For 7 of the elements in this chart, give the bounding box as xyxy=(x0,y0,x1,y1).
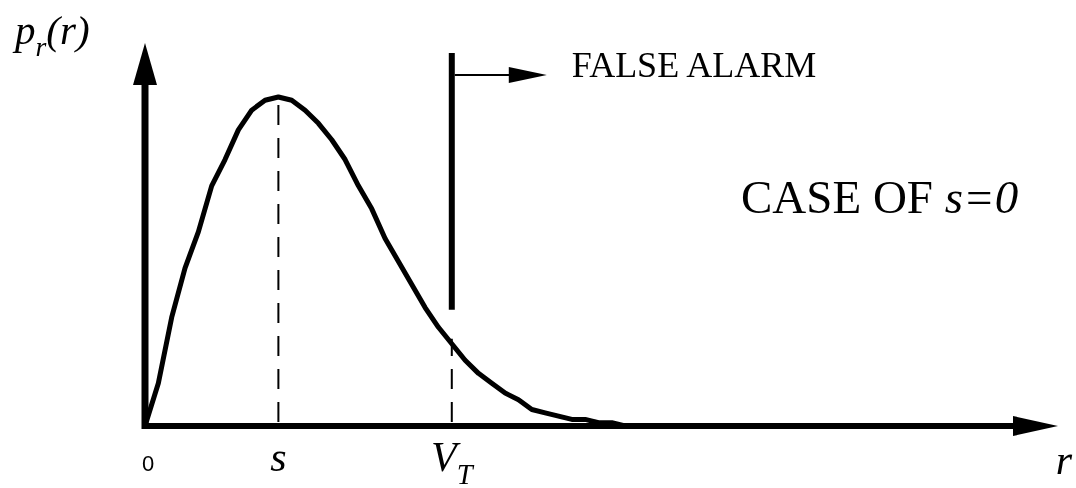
x-tick-label: s xyxy=(270,434,287,480)
y-axis-title: p$_{r}$(r) xyxy=(12,7,90,63)
annotation: CASE OF s=0 xyxy=(741,171,1019,223)
x-tick-label: 0 xyxy=(141,451,155,476)
x-axis-title: r xyxy=(1055,437,1073,483)
x-tick-label: V$_{T}$ xyxy=(431,434,475,488)
legend-label: FALSE ALARM xyxy=(571,45,817,85)
